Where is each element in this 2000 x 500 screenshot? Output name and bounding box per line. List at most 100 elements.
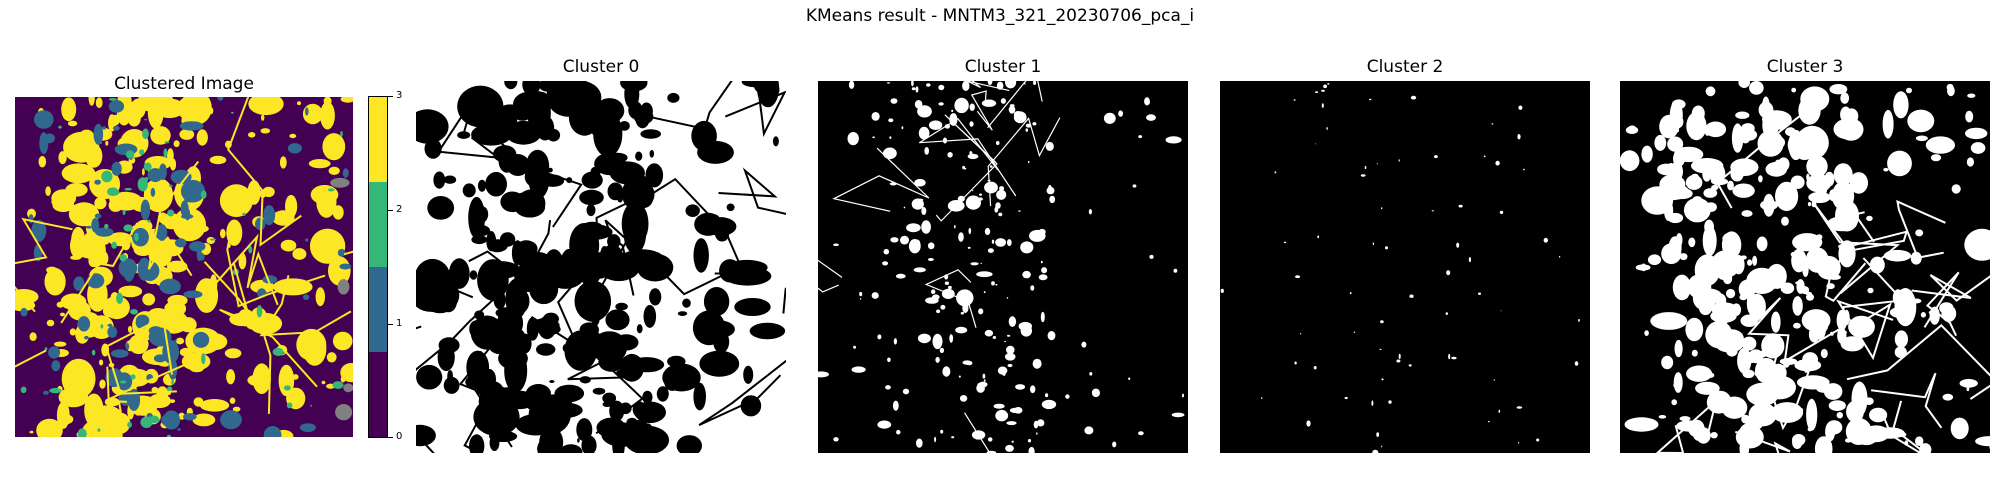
texture-blob bbox=[69, 328, 77, 336]
texture-blob bbox=[998, 212, 1003, 217]
texture-blob bbox=[833, 437, 839, 442]
texture-blob bbox=[1620, 150, 1640, 172]
texture-line bbox=[530, 265, 617, 349]
texture-blob bbox=[124, 187, 132, 191]
texture-blob bbox=[94, 213, 102, 219]
texture-blob bbox=[934, 436, 937, 443]
texture-blob bbox=[607, 152, 628, 163]
texture-blob bbox=[629, 357, 665, 373]
texture-line bbox=[963, 412, 991, 453]
texture-blob bbox=[1036, 432, 1038, 435]
texture-blob bbox=[125, 342, 130, 351]
texture-blob bbox=[1038, 228, 1046, 236]
texture-blob bbox=[285, 194, 298, 218]
texture-blob bbox=[263, 426, 282, 437]
texture-blob bbox=[940, 429, 944, 434]
texture-blob bbox=[504, 81, 518, 90]
texture-blob bbox=[85, 144, 103, 168]
texture-blob bbox=[184, 208, 191, 221]
texture-blob bbox=[948, 285, 952, 290]
texture-blob bbox=[715, 226, 730, 242]
texture-blob bbox=[1704, 121, 1727, 138]
texture-blob bbox=[1975, 436, 1990, 447]
texture-blob bbox=[1840, 92, 1850, 104]
texture-blob bbox=[1780, 282, 1795, 294]
texture-blob bbox=[477, 206, 489, 223]
texture-blob bbox=[1317, 235, 1320, 239]
texture-blob bbox=[1915, 436, 1924, 447]
texture-blob bbox=[184, 196, 196, 203]
texture-blob bbox=[1741, 210, 1753, 217]
texture-blob bbox=[1491, 123, 1494, 125]
texture-blob bbox=[44, 267, 66, 296]
texture-blob bbox=[67, 120, 78, 127]
texture-blob bbox=[957, 195, 965, 202]
texture-blob bbox=[955, 326, 968, 334]
texture-blob bbox=[1691, 349, 1698, 357]
texture-blob bbox=[676, 435, 702, 453]
texture-blob bbox=[1018, 210, 1021, 212]
texture-blob bbox=[20, 386, 27, 393]
texture-blob bbox=[1005, 444, 1014, 452]
texture-line bbox=[967, 81, 1010, 92]
texture-blob bbox=[853, 345, 857, 349]
texture-blob bbox=[1946, 83, 1954, 91]
texture-blob bbox=[166, 434, 172, 437]
texture-blob bbox=[168, 184, 173, 187]
texture-blob bbox=[263, 205, 276, 226]
texture-blob bbox=[1517, 442, 1520, 444]
texture-blob bbox=[1740, 255, 1747, 260]
texture-blob bbox=[932, 333, 943, 350]
texture-blob bbox=[594, 180, 600, 186]
colorbar-tick-3 bbox=[388, 96, 393, 97]
texture-blob bbox=[1742, 354, 1757, 364]
texture-blob bbox=[1829, 189, 1837, 202]
texture-blob bbox=[916, 438, 923, 448]
texture-blob bbox=[939, 347, 945, 353]
texture-blob bbox=[1368, 98, 1372, 101]
texture-blob bbox=[120, 101, 146, 117]
texture-blob bbox=[1739, 294, 1748, 301]
texture-blob bbox=[1712, 273, 1715, 278]
texture-blob bbox=[1942, 393, 1954, 401]
texture-blob bbox=[1041, 399, 1057, 410]
texture-blob bbox=[1755, 357, 1778, 384]
texture-blob bbox=[140, 199, 151, 221]
texture-blob bbox=[328, 166, 340, 175]
texture-blob bbox=[108, 100, 125, 113]
colorbar-segment-2 bbox=[369, 182, 387, 267]
texture-blob bbox=[1704, 128, 1710, 136]
texture-blob bbox=[457, 131, 471, 139]
texture-blob bbox=[1965, 127, 1988, 140]
texture-blob bbox=[174, 339, 178, 342]
texture-blob bbox=[139, 149, 145, 156]
texture-blob bbox=[1791, 87, 1797, 93]
texture-blob bbox=[1410, 95, 1417, 100]
texture-blob bbox=[969, 103, 975, 111]
texture-blob bbox=[161, 413, 178, 427]
texture-blob bbox=[443, 175, 457, 184]
texture-blob bbox=[1964, 228, 1990, 261]
texture-blob bbox=[110, 349, 129, 358]
texture-blob bbox=[148, 326, 163, 336]
texture-blob bbox=[618, 249, 666, 273]
panel-title-cluster-3: Cluster 3 bbox=[1766, 57, 1844, 77]
texture-blob bbox=[1654, 134, 1667, 151]
texture-blob bbox=[477, 179, 487, 192]
texture-blob bbox=[703, 287, 730, 316]
texture-blob bbox=[1089, 372, 1093, 376]
texture-blob bbox=[85, 225, 92, 229]
texture-blob bbox=[1816, 162, 1827, 175]
texture-blob bbox=[1081, 341, 1087, 348]
texture-blob bbox=[200, 190, 207, 199]
texture-blob bbox=[256, 305, 263, 318]
texture-blob bbox=[1740, 314, 1758, 327]
texture-blob bbox=[91, 218, 100, 233]
colorbar-segment-1 bbox=[369, 267, 387, 352]
texture-blob bbox=[586, 204, 596, 217]
texture-blob bbox=[911, 81, 914, 87]
texture-blob bbox=[1807, 427, 1812, 432]
texture-blob bbox=[340, 376, 346, 383]
texture-blob bbox=[224, 348, 242, 359]
texture-line bbox=[1911, 274, 1990, 302]
